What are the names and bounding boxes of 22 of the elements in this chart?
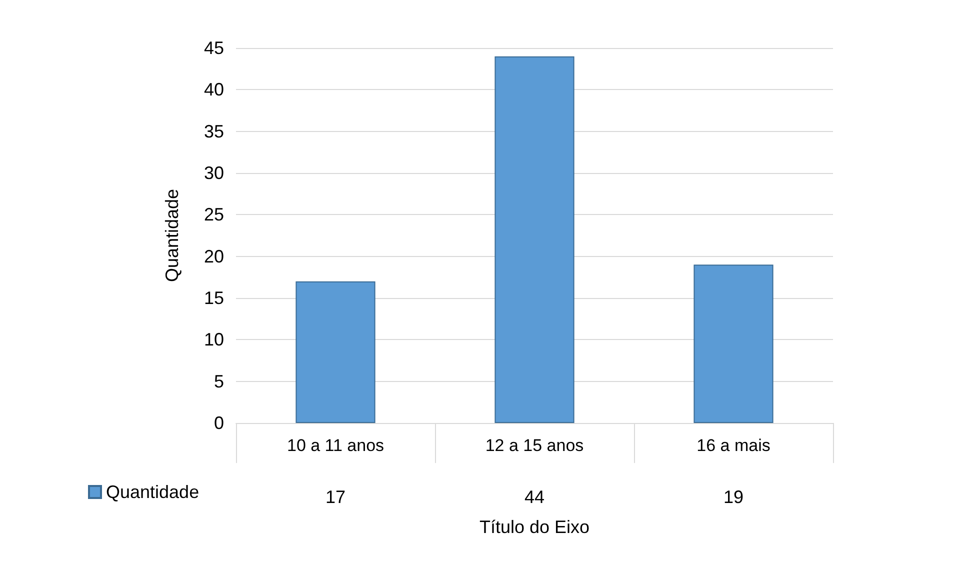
bar [694,264,774,423]
data-label: 17 [325,487,346,507]
data-label: 19 [723,487,744,507]
bar [494,56,574,423]
y-tick-label: 10 [204,330,224,350]
y-tick-label: 5 [214,371,224,392]
bar [296,281,376,423]
x-tick-label: 16 a mais [696,436,770,455]
y-tick-label: 25 [204,204,224,225]
data-label: 44 [524,487,545,507]
y-tick-label: 40 [204,80,224,100]
y-tick-label: 0 [214,413,224,433]
x-tick-label: 12 a 15 anos [485,436,584,455]
y-tick-label: 20 [204,246,224,266]
y-tick-label: 45 [204,38,224,58]
y-axis-title: Quantidade [162,188,182,282]
y-tick-label: 15 [204,288,224,308]
legend-label: Quantidade [106,482,200,502]
x-axis-title: Título do Eixo [479,517,590,537]
y-tick-label: 35 [204,121,224,142]
y-tick-label: 30 [204,163,224,183]
x-tick-label: 10 a 11 anos [286,436,384,455]
